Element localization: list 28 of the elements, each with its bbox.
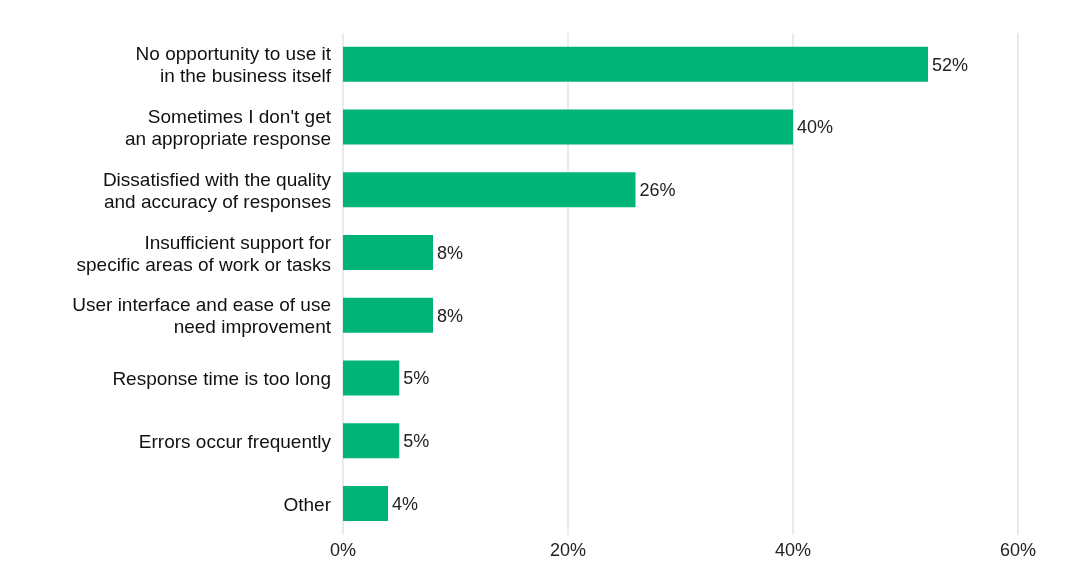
data-label: 52% [932, 54, 969, 75]
x-tick-label: 20% [549, 539, 587, 560]
y-tick-label: No opportunity to use it in the business itself [135, 42, 332, 86]
y-tick-label: Dissatisfied with the quality and accuracy of responses [102, 168, 332, 212]
data-label: 8% [437, 305, 464, 326]
y-tick-label: Response time is too long [112, 367, 331, 389]
y-tick-label: Other [283, 493, 332, 515]
y-tick-label: Sometimes I don't get an appropriate response [125, 105, 332, 149]
bar [343, 297, 433, 333]
data-label: 5% [403, 368, 430, 389]
bar [343, 423, 400, 459]
x-tick-label: 40% [774, 539, 812, 560]
data-label: 40% [797, 117, 834, 138]
x-tick-label: 0% [329, 539, 357, 560]
x-tick-label: 60% [999, 539, 1037, 560]
y-tick-label: User interface and ease of use need improvement [72, 293, 332, 337]
data-label: 4% [392, 493, 419, 514]
bar [343, 360, 400, 396]
bar [343, 46, 928, 82]
bar [343, 109, 793, 145]
data-label: 26% [639, 180, 676, 201]
data-label: 5% [403, 431, 430, 452]
y-tick-label: Errors occur frequently [138, 430, 332, 452]
bar [343, 486, 388, 522]
bar [343, 235, 433, 271]
y-tick-label: Insufficient support for specific areas of work or tasks [76, 231, 332, 275]
data-label: 8% [437, 242, 464, 263]
bar [343, 172, 636, 208]
